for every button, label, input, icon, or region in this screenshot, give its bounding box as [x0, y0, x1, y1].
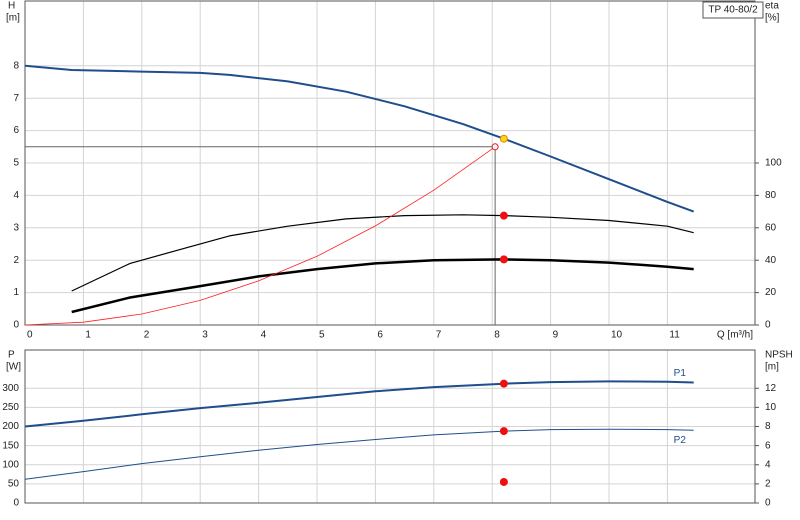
x-tick-label: 8: [494, 330, 500, 341]
y-tick-label: 50: [8, 479, 20, 490]
y-axis-label: P: [8, 350, 15, 361]
y-tick-label: 0: [13, 320, 19, 331]
x-tick-label: 5: [319, 330, 325, 341]
y-tick-label: 250: [2, 402, 19, 413]
curve-label: P2: [674, 435, 687, 446]
y2-tick-label: 100: [765, 158, 782, 169]
y-tick-label: 0: [13, 498, 19, 509]
y-tick-label: 1: [13, 287, 19, 298]
data-point: [499, 255, 508, 264]
curve-label: P1: [674, 368, 687, 379]
data-point: [499, 379, 508, 388]
y2-tick-label: 0: [765, 320, 771, 331]
y-tick-label: 150: [2, 440, 19, 451]
curve: [71, 214, 694, 292]
y2-tick-label: 2: [765, 479, 771, 490]
x-tick-label: 6: [377, 330, 383, 341]
y-tick-label: 300: [2, 383, 19, 394]
y2-tick-label: 10: [765, 402, 777, 413]
curve: [24, 380, 694, 428]
data-point: [499, 427, 508, 436]
y2-tick-label: 20: [765, 287, 777, 298]
x-axis-label: Q [m³/h]: [717, 330, 753, 341]
x-tick-label: 11: [669, 330, 680, 341]
data-point: [499, 477, 508, 486]
x-tick-label: 10: [611, 330, 623, 341]
y-axis-unit: [m]: [6, 13, 20, 24]
y-tick-label: 7: [13, 93, 19, 104]
y-tick-label: 100: [2, 459, 19, 470]
data-point: [499, 211, 508, 220]
y-tick-label: 5: [13, 158, 19, 169]
x-tick-label: 3: [202, 330, 208, 341]
curve: [71, 258, 694, 314]
y2-tick-label: 40: [765, 255, 777, 266]
x-tick-label: 2: [144, 330, 150, 341]
y-tick-label: 8: [13, 60, 19, 71]
x-tick-label: 4: [261, 330, 267, 341]
y2-axis-label: eta: [765, 1, 779, 12]
x-tick-label: 9: [553, 330, 559, 341]
y2-tick-label: 80: [765, 190, 777, 201]
y-tick-label: 3: [13, 222, 19, 233]
curve: [24, 64, 695, 213]
y2-tick-label: 0: [765, 498, 771, 509]
y2-axis-unit: [%]: [765, 13, 780, 24]
data-point: [491, 143, 499, 151]
y2-axis-unit: [m]: [765, 362, 779, 373]
y2-axis-label: NPSH: [765, 350, 793, 361]
x-tick-label: 0: [27, 330, 33, 341]
y-tick-label: 2: [13, 255, 19, 266]
x-tick-label: 7: [436, 330, 442, 341]
title-box: [702, 1, 764, 19]
y-axis-label: H: [8, 1, 15, 12]
data-point: [499, 134, 508, 143]
y2-tick-label: 12: [765, 383, 777, 394]
y2-tick-label: 6: [765, 440, 771, 451]
y2-tick-label: 60: [765, 222, 777, 233]
y2-tick-label: 8: [765, 421, 771, 432]
y-tick-label: 4: [13, 190, 19, 201]
y-tick-label: 6: [13, 125, 19, 136]
x-tick-label: 1: [85, 330, 91, 341]
y2-tick-label: 4: [765, 459, 771, 470]
curve: [24, 146, 496, 326]
plot-frame: [24, 0, 756, 326]
chart-title: TP 40-80/2: [708, 5, 758, 16]
y-axis-unit: [W]: [6, 362, 21, 373]
curve: [24, 428, 694, 480]
y-tick-label: 200: [2, 421, 19, 432]
